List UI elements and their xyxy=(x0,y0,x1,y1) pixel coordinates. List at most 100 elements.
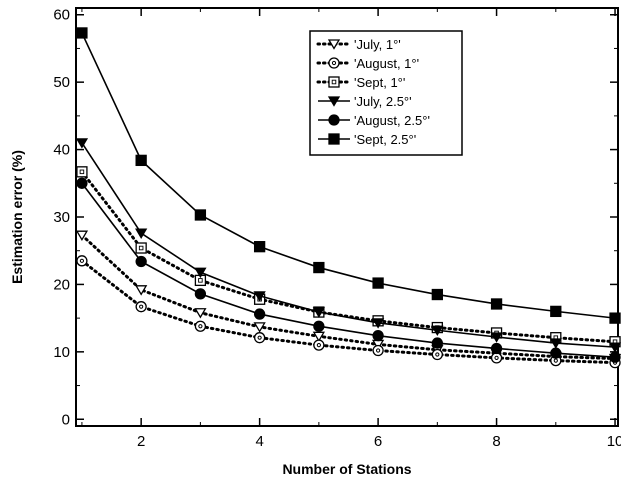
y-tick-label: 60 xyxy=(53,7,70,24)
series-line xyxy=(80,170,617,344)
series-5 xyxy=(76,27,621,324)
data-point-inner xyxy=(198,324,203,329)
data-point xyxy=(194,308,207,319)
data-point xyxy=(75,230,89,241)
data-point-inner xyxy=(79,258,85,263)
data-point-inner xyxy=(257,335,262,340)
y-axis: 0 10 20 30 40 50 60 xyxy=(53,7,618,428)
data-point xyxy=(76,177,88,189)
series-0 xyxy=(75,230,621,365)
data-point xyxy=(312,307,325,318)
x-tick-label: 2 xyxy=(137,433,145,450)
legend-item: 'Sept, 1°' xyxy=(316,75,405,90)
legend-marker xyxy=(328,57,340,69)
data-point xyxy=(253,291,266,302)
series-line xyxy=(81,142,616,348)
data-point xyxy=(76,255,88,267)
data-point xyxy=(253,332,266,344)
legend-label: 'August, 2.5°' xyxy=(354,113,430,128)
x-tick-label: 4 xyxy=(255,433,263,450)
y-axis-title: Estimation error (%) xyxy=(9,150,25,284)
y-tick-label: 0 xyxy=(62,411,70,428)
data-point xyxy=(372,330,384,342)
legend: 'July, 1°' 'August, 1°' 'Sept, 1°' 'July, 2… xyxy=(309,30,463,156)
series-2 xyxy=(76,166,621,348)
legend-marker xyxy=(328,76,340,88)
data-point xyxy=(313,320,325,332)
data-point-inner xyxy=(375,348,381,353)
data-point xyxy=(75,138,89,149)
legend-label: 'Sept, 1°' xyxy=(354,75,405,90)
y-tick-label: 50 xyxy=(53,74,70,91)
x-axis-title: Number of Stations xyxy=(282,461,411,477)
data-point-inner xyxy=(494,355,499,361)
data-point xyxy=(490,332,503,343)
data-point xyxy=(135,255,147,268)
data-point-inner xyxy=(553,358,558,363)
x-axis: 2 4 6 8 10 xyxy=(81,8,621,450)
data-point xyxy=(372,277,384,289)
series-3 xyxy=(75,138,621,353)
legend-marker-inner xyxy=(331,60,337,66)
data-point xyxy=(194,320,207,332)
legend-item: 'July, 1°' xyxy=(316,37,401,52)
series-line xyxy=(80,233,617,361)
legend-marker xyxy=(327,39,341,50)
series-4 xyxy=(76,177,621,363)
data-point xyxy=(313,339,325,351)
data-point xyxy=(371,318,385,329)
data-point xyxy=(549,338,562,349)
data-point xyxy=(490,352,503,364)
data-point-inner xyxy=(316,342,321,348)
data-point xyxy=(135,242,147,254)
data-point xyxy=(194,288,207,300)
data-point xyxy=(253,322,266,333)
legend-marker xyxy=(328,133,340,145)
data-point xyxy=(550,305,562,318)
y-tick-label: 40 xyxy=(53,142,70,159)
y-tick-label: 20 xyxy=(53,276,70,293)
data-point xyxy=(431,348,443,361)
data-point xyxy=(608,342,621,353)
series-layer xyxy=(75,27,621,369)
legend-item: 'July, 2.5°' xyxy=(318,94,412,109)
y-tick-label: 30 xyxy=(53,209,70,226)
data-point xyxy=(76,166,88,178)
legend-marker xyxy=(327,96,341,107)
legend-item: 'August, 2.5°' xyxy=(318,113,430,128)
legend-label: 'August, 1°' xyxy=(354,56,419,71)
data-point xyxy=(313,261,325,274)
data-point xyxy=(431,337,443,349)
data-point xyxy=(550,347,562,359)
data-point xyxy=(372,344,384,357)
data-point-inner xyxy=(79,169,85,175)
data-point xyxy=(609,312,621,324)
data-point xyxy=(76,27,88,39)
data-point-inner xyxy=(139,304,144,309)
legend-label: 'July, 1°' xyxy=(354,37,401,52)
series-line xyxy=(81,32,616,319)
x-tick-label: 6 xyxy=(374,433,382,450)
data-point xyxy=(135,301,147,313)
series-1 xyxy=(76,255,621,369)
data-point xyxy=(253,308,266,320)
legend-marker-inner xyxy=(331,79,337,85)
legend-item: 'Sept, 2.5°' xyxy=(318,132,416,147)
legend-item: 'August, 1°' xyxy=(316,56,419,71)
data-point xyxy=(194,209,207,221)
data-point xyxy=(135,154,147,167)
data-point-inner xyxy=(198,278,203,283)
legend-label: 'Sept, 2.5°' xyxy=(354,132,416,147)
y-tick-label: 10 xyxy=(53,344,70,361)
data-point xyxy=(431,325,444,337)
data-point xyxy=(135,285,148,296)
data-point xyxy=(490,298,503,310)
legend-marker xyxy=(328,114,340,126)
data-point xyxy=(490,342,503,355)
data-point xyxy=(431,288,443,301)
data-point-inner xyxy=(435,352,440,357)
data-point xyxy=(253,241,266,253)
data-point xyxy=(609,351,621,363)
legend-label: 'July, 2.5°' xyxy=(354,94,412,109)
